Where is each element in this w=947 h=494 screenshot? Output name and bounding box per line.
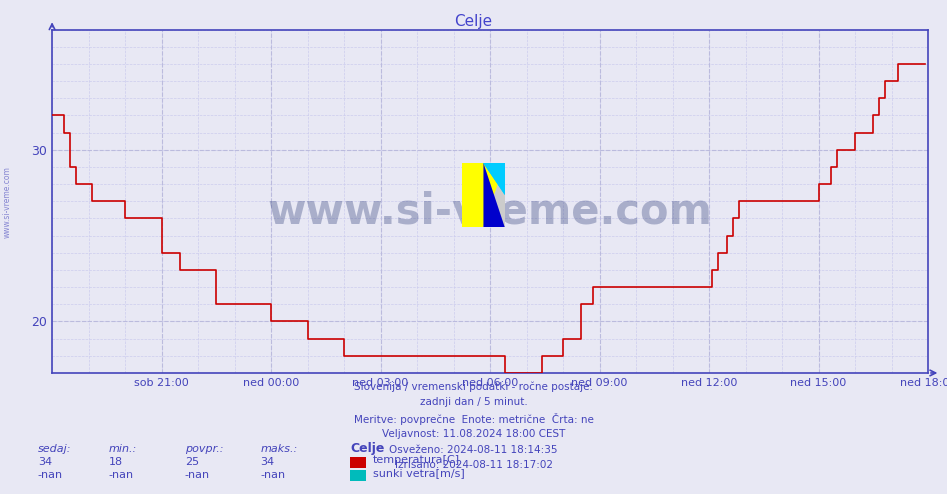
Text: 18: 18 [109,457,123,467]
Polygon shape [484,163,505,195]
Text: -nan: -nan [38,470,63,480]
Text: temperatura[C]: temperatura[C] [373,455,460,465]
Text: Osveženo: 2024-08-11 18:14:35: Osveženo: 2024-08-11 18:14:35 [389,445,558,454]
Text: min.:: min.: [109,444,137,454]
Text: Izrisano: 2024-08-11 18:17:02: Izrisano: 2024-08-11 18:17:02 [395,460,552,470]
Text: Meritve: povprečne  Enote: metrične  Črta: ne: Meritve: povprečne Enote: metrične Črta:… [353,413,594,425]
Polygon shape [484,163,505,195]
Text: Celje: Celje [350,442,384,455]
Text: www.si-vreme.com: www.si-vreme.com [268,191,712,233]
Text: 25: 25 [185,457,199,467]
Text: Slovenija / vremenski podatki - ročne postaje.: Slovenija / vremenski podatki - ročne po… [354,381,593,392]
Text: -nan: -nan [185,470,210,480]
Polygon shape [484,163,505,227]
Text: zadnji dan / 5 minut.: zadnji dan / 5 minut. [420,397,527,407]
Text: -nan: -nan [109,470,134,480]
Polygon shape [484,163,505,227]
Text: sunki vetra[m/s]: sunki vetra[m/s] [373,468,465,478]
Text: 34: 34 [260,457,275,467]
Text: maks.:: maks.: [260,444,297,454]
Text: Celje: Celje [455,14,492,29]
Text: www.si-vreme.com: www.si-vreme.com [3,166,12,239]
Text: sedaj:: sedaj: [38,444,71,454]
Text: Veljavnost: 11.08.2024 18:00 CEST: Veljavnost: 11.08.2024 18:00 CEST [382,429,565,439]
Text: -nan: -nan [260,470,286,480]
Text: 34: 34 [38,457,52,467]
Text: povpr.:: povpr.: [185,444,223,454]
